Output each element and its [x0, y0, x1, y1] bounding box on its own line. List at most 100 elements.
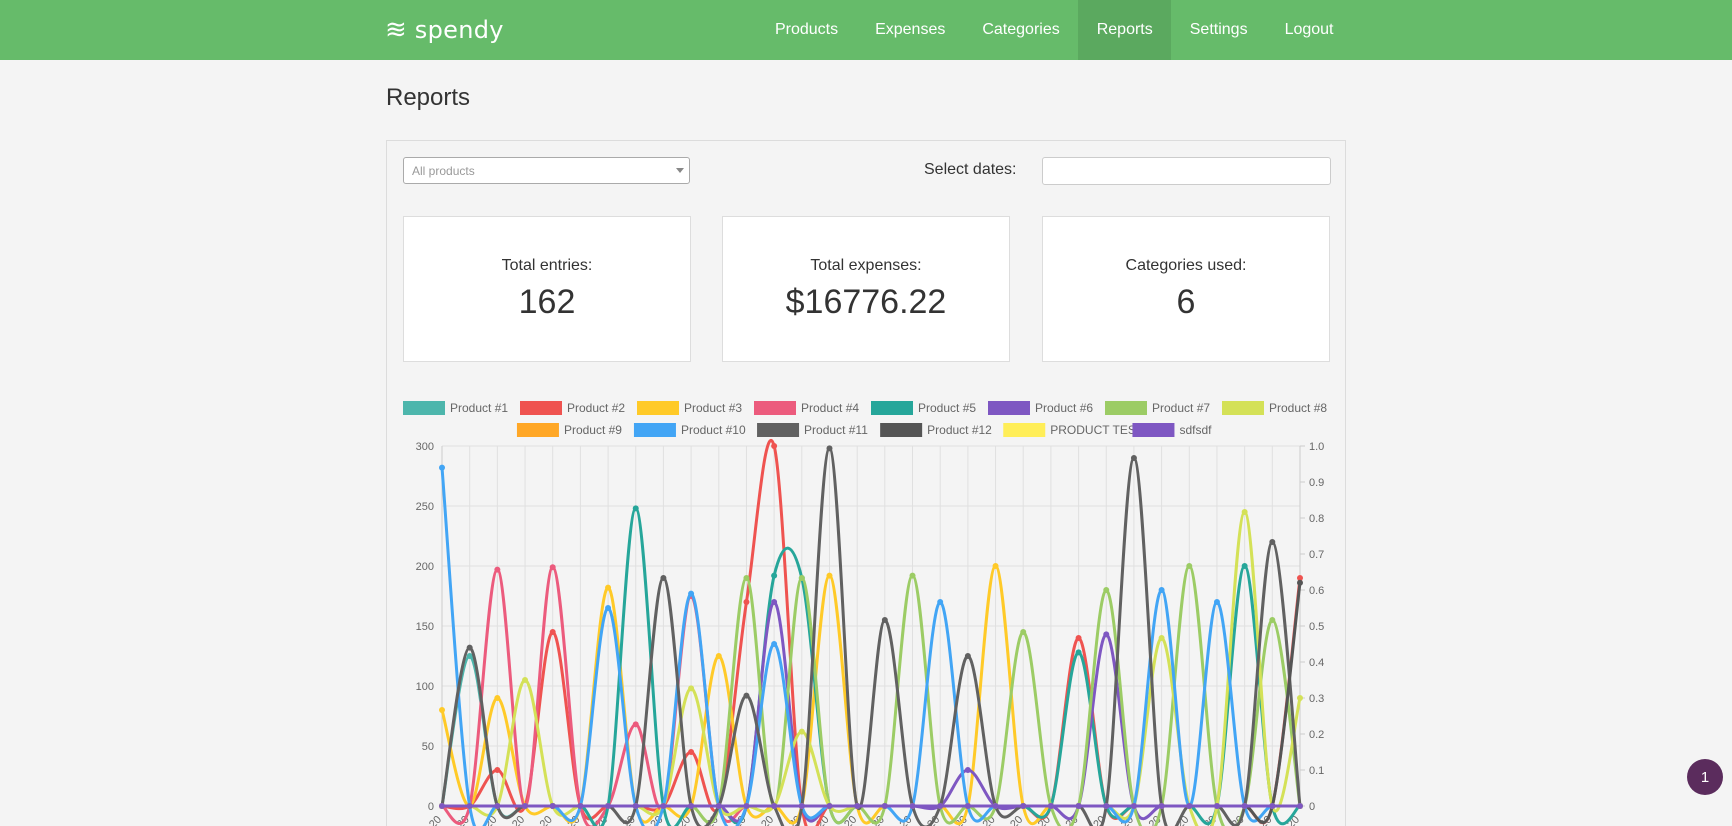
series-point [688, 685, 695, 692]
series-point [992, 563, 999, 569]
legend-label: Product #8 [1269, 401, 1327, 415]
series-point [909, 803, 916, 809]
series-point [964, 767, 971, 773]
report-panel: All products Select dates: Total entries… [386, 140, 1346, 826]
legend-label: Product #12 [927, 423, 992, 437]
total-expenses-value: $16776.22 [785, 283, 947, 321]
series-point [466, 803, 473, 809]
legend-swatch [520, 401, 562, 415]
series-point [632, 505, 639, 512]
legend-swatch [880, 423, 923, 437]
legend-swatch [988, 401, 1030, 415]
series-point [1297, 695, 1303, 701]
nav-expenses[interactable]: Expenses [875, 21, 946, 38]
nav-settings[interactable]: Settings [1189, 21, 1248, 38]
nav-products[interactable]: Products [774, 21, 839, 38]
legend-label: Product #10 [681, 423, 746, 437]
nav-reports[interactable]: Reports [1078, 0, 1172, 60]
legend-swatch [1105, 401, 1147, 415]
series-point [881, 803, 888, 809]
legend-label: Product #1 [450, 401, 508, 415]
series-point [1075, 635, 1082, 641]
series-point [854, 803, 861, 809]
series-point [1269, 617, 1276, 623]
series-point [1269, 803, 1276, 809]
series-point [1297, 803, 1303, 809]
series-line [441, 565, 1300, 826]
series-point [743, 599, 750, 605]
legend-label: PRODUCT TEST [1050, 423, 1144, 437]
date-range-input[interactable] [1042, 157, 1331, 185]
series-point [743, 692, 750, 699]
series-point [466, 644, 473, 651]
brand-name: spendy [414, 16, 504, 44]
y2-tick-label: 0.9 [1309, 477, 1324, 489]
series-point [1297, 579, 1303, 586]
product-select[interactable]: All products [403, 157, 690, 184]
series-point [1297, 575, 1303, 581]
nav-categories[interactable]: Categories [982, 21, 1060, 38]
series-point [743, 803, 750, 809]
series-point [992, 803, 999, 809]
y2-tick-label: 0 [1309, 801, 1315, 813]
legend-label: Product #2 [567, 401, 625, 415]
legend-swatch [1003, 423, 1046, 437]
series-point [688, 590, 695, 597]
series-point [715, 803, 722, 809]
legend-swatch [754, 401, 796, 415]
series-point [522, 677, 529, 683]
series-line [440, 446, 1302, 826]
legend-swatch [1222, 401, 1264, 415]
series-point [1186, 563, 1193, 569]
series-point [826, 445, 833, 452]
x-tick-label: 20 [538, 814, 555, 826]
series-point [1269, 539, 1276, 545]
series-point [743, 575, 750, 581]
series-line [441, 438, 1302, 826]
legend-label: Product #7 [1152, 401, 1210, 415]
legend-swatch [1132, 423, 1175, 437]
brand-logo[interactable]: ≋ spendy [385, 0, 504, 60]
main-nav: Products Expenses Categories Reports Set… [756, 0, 1352, 60]
series-point [1241, 563, 1248, 569]
total-expenses-label: Total expenses: [810, 257, 922, 274]
series-point [826, 803, 833, 809]
chevron-down-icon [676, 168, 684, 173]
series-point [1020, 629, 1027, 635]
series-point [964, 653, 971, 659]
series-point [1158, 587, 1165, 593]
series-point [771, 572, 778, 579]
series-point [881, 617, 888, 623]
nav-logout[interactable]: Logout [1284, 21, 1334, 38]
legend-swatch [757, 423, 800, 437]
y2-tick-label: 1.0 [1309, 441, 1324, 453]
series-point [494, 803, 501, 809]
series-point [798, 728, 805, 735]
series-point [494, 695, 501, 701]
legend-swatch [637, 401, 679, 415]
series-point [439, 803, 445, 809]
series-point [715, 653, 722, 659]
page-title: Reports [386, 84, 471, 111]
categories-used-card: Categories used: 6 [1042, 216, 1330, 362]
series-point [798, 575, 805, 581]
series-point [549, 629, 556, 635]
series-point [549, 803, 556, 809]
legend-label: Product #11 [804, 423, 868, 437]
series-point [1241, 509, 1248, 515]
y-tick-label: 300 [416, 441, 434, 453]
series-point [439, 464, 445, 471]
legend-swatch [403, 401, 445, 415]
series-point [771, 803, 778, 809]
total-entries-label: Total entries: [501, 257, 593, 274]
categories-used-value: 6 [1176, 283, 1196, 321]
y2-tick-label: 0.5 [1309, 621, 1324, 633]
series-point [771, 599, 778, 605]
legend-label: Product #4 [801, 401, 859, 415]
notification-badge[interactable]: 1 [1687, 759, 1723, 795]
series-point [632, 721, 639, 728]
waves-icon: ≋ [385, 15, 407, 45]
y-tick-label: 250 [416, 501, 434, 513]
legend-label: sdfsdf [1179, 423, 1212, 437]
series-point [577, 803, 584, 809]
